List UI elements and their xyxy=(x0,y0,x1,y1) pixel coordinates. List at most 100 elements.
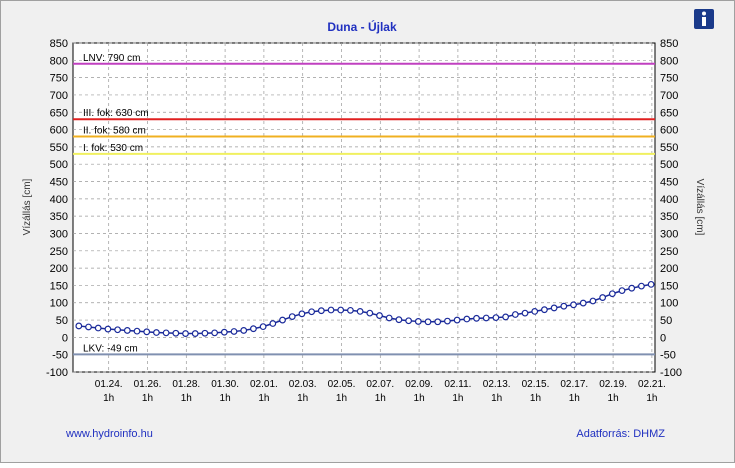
chart-title: Duna - Újlak xyxy=(327,19,397,34)
y2-tick-label: 150 xyxy=(660,280,678,292)
data-point xyxy=(123,327,131,334)
data-point xyxy=(75,322,83,330)
data-point xyxy=(85,323,92,331)
data-point xyxy=(298,310,306,318)
data-point xyxy=(473,314,480,322)
y-tick-label: -50 xyxy=(52,350,68,362)
x-tick-label: 02.05. xyxy=(328,379,356,390)
reference-label: III. fok: 630 cm xyxy=(83,108,149,119)
x-tick-label: 01.26. xyxy=(134,379,162,390)
data-point xyxy=(589,297,597,305)
y-tick-label: 850 xyxy=(50,38,68,50)
data-point xyxy=(395,316,403,324)
y-axis-label: Vízállás [cm] xyxy=(22,178,33,235)
data-point xyxy=(153,329,160,336)
y2-tick-label: 800 xyxy=(660,55,678,67)
data-point xyxy=(434,318,442,326)
data-point xyxy=(94,324,102,332)
x-tick-label: 02.19. xyxy=(599,379,627,390)
x-tick-label: 02.21. xyxy=(638,379,666,390)
y2-tick-label: 400 xyxy=(660,194,678,206)
data-point xyxy=(143,328,151,336)
data-point xyxy=(347,306,354,314)
reference-label: LKV: -49 cm xyxy=(83,343,138,354)
y2-tick-label: 750 xyxy=(660,73,678,85)
x-tick-hour: 1h xyxy=(530,393,541,404)
data-point xyxy=(162,329,170,337)
data-point xyxy=(104,325,112,333)
data-point xyxy=(327,306,335,314)
data-point xyxy=(269,320,277,327)
y-tick-label: 50 xyxy=(56,315,68,327)
data-point xyxy=(599,294,607,301)
y2-tick-label: 100 xyxy=(660,298,678,310)
y2-tick-label: -100 xyxy=(660,367,682,379)
x-tick-hour: 1h xyxy=(491,393,502,404)
y2-tick-label: 250 xyxy=(660,246,678,258)
x-tick-label: 01.30. xyxy=(211,379,239,390)
data-point xyxy=(376,312,383,319)
data-point xyxy=(444,317,451,325)
source-right: Adatforrás: DHMZ xyxy=(576,428,665,440)
y-tick-label: 550 xyxy=(50,142,68,154)
data-point xyxy=(550,304,558,312)
data-point xyxy=(647,280,655,288)
y2-tick-label: 0 xyxy=(660,332,666,344)
reference-label: I. fok: 530 cm xyxy=(83,143,143,154)
data-point xyxy=(288,313,296,320)
data-point xyxy=(337,306,345,314)
data-point xyxy=(220,328,228,336)
data-point xyxy=(259,323,267,331)
y2-tick-label: 500 xyxy=(660,159,678,171)
y-tick-label: 650 xyxy=(50,107,68,119)
y2-tick-label: 350 xyxy=(660,211,678,223)
y-tick-label: 750 xyxy=(50,73,68,85)
data-point xyxy=(182,330,189,337)
data-point xyxy=(211,329,219,337)
y-tick-label: 150 xyxy=(50,280,68,292)
y-tick-label: 800 xyxy=(50,55,68,67)
x-tick-label: 02.09. xyxy=(405,379,433,390)
y-tick-label: 350 xyxy=(50,211,68,223)
x-tick-label: 02.15. xyxy=(522,379,550,390)
x-tick-label: 02.03. xyxy=(289,379,317,390)
data-point xyxy=(531,307,539,315)
data-point xyxy=(279,316,286,324)
x-tick-hour: 1h xyxy=(569,393,580,404)
data-point xyxy=(133,327,141,335)
data-point xyxy=(570,301,577,309)
y-tick-label: 250 xyxy=(50,246,68,258)
info-icon[interactable] xyxy=(694,9,714,29)
data-point xyxy=(191,330,199,337)
x-tick-label: 02.17. xyxy=(560,379,588,390)
data-point xyxy=(385,314,393,322)
data-point xyxy=(114,326,122,334)
x-tick-hour: 1h xyxy=(181,393,192,404)
y2-tick-label: -50 xyxy=(660,350,676,362)
y2-tick-label: 300 xyxy=(660,228,678,240)
x-tick-label: 02.13. xyxy=(483,379,511,390)
reference-label: LNV: 790 cm xyxy=(83,53,140,64)
y2-tick-label: 200 xyxy=(660,263,678,275)
data-point xyxy=(628,284,636,292)
data-point xyxy=(618,287,626,295)
x-tick-label: 01.28. xyxy=(172,379,200,390)
y2-tick-label: 700 xyxy=(660,90,678,102)
data-point xyxy=(414,318,422,325)
x-tick-hour: 1h xyxy=(608,393,619,404)
data-point xyxy=(560,302,568,310)
x-tick-label: 01.24. xyxy=(95,379,123,390)
y2-tick-label: 450 xyxy=(660,177,678,189)
data-point xyxy=(541,306,548,314)
y-tick-label: 100 xyxy=(50,298,68,310)
y-tick-label: 400 xyxy=(50,194,68,206)
data-point xyxy=(492,314,500,322)
y-tick-label: 200 xyxy=(50,263,68,275)
y-tick-label: 0 xyxy=(62,332,68,344)
x-tick-hour: 1h xyxy=(142,393,153,404)
x-tick-hour: 1h xyxy=(103,393,114,404)
data-point xyxy=(250,325,257,333)
data-point xyxy=(172,329,180,337)
data-point xyxy=(424,318,432,326)
data-point xyxy=(638,282,645,290)
